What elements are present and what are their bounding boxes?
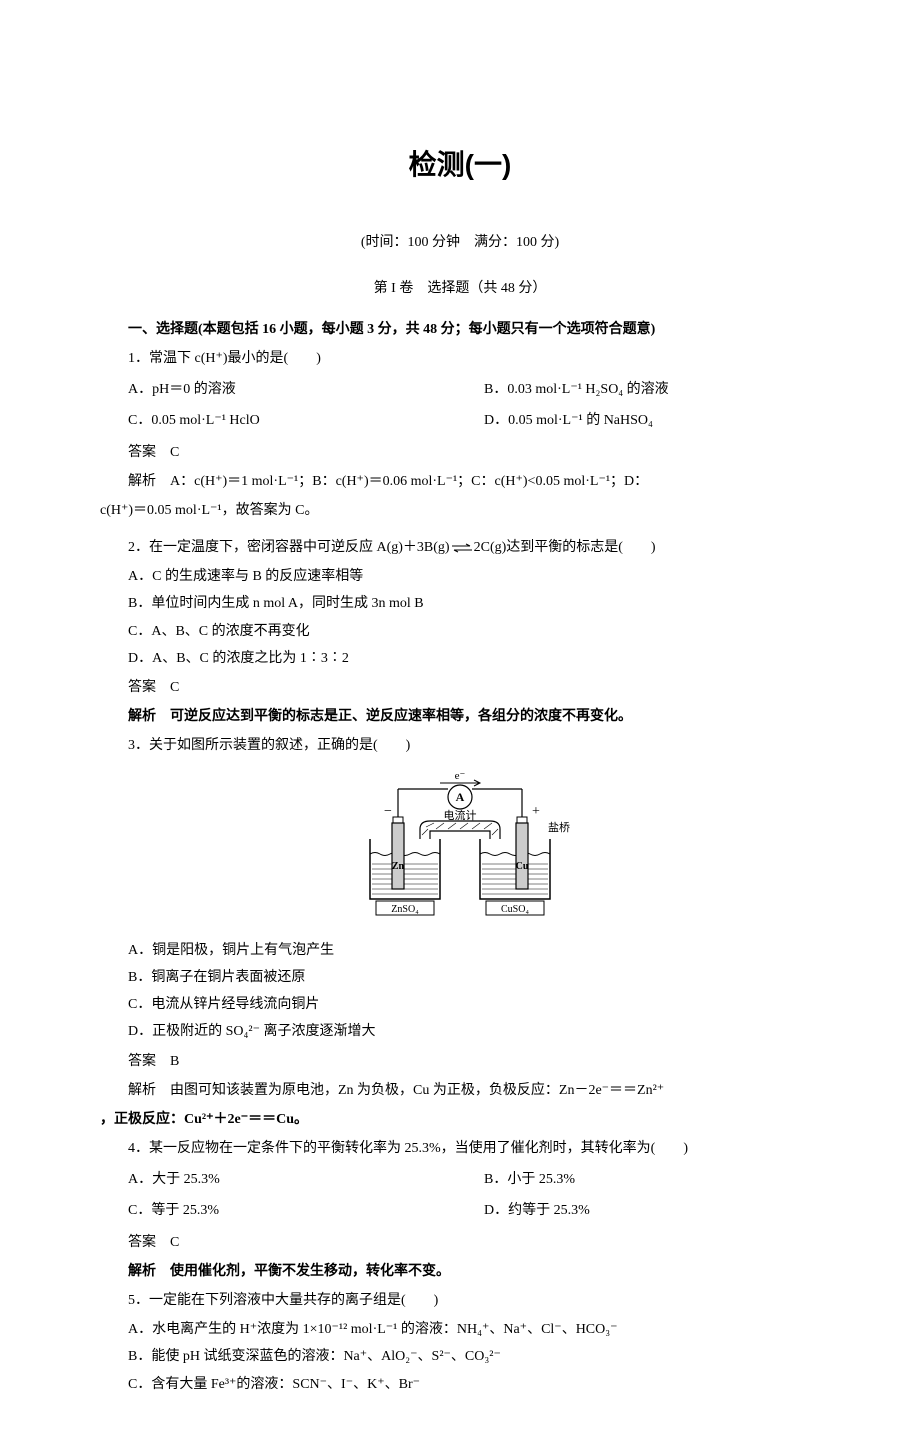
q2-stem-post: 2C(g)达到平衡的标志是( ) (474, 540, 656, 555)
q3-option-d: D．正极附近的 SO₄²⁻ 离子浓度逐渐增大 (100, 1019, 820, 1044)
q2-stem-pre: 2．在一定温度下，密闭容器中可逆反应 A(g)＋3B(g) (128, 540, 450, 555)
q3-diagram: e⁻ A 电流计 − + 盐桥 (100, 769, 820, 928)
cu-electrode-label: Cu (516, 861, 529, 872)
q4-option-b: B．小于 25.3% (484, 1167, 820, 1192)
q4-option-d: D．约等于 25.3% (484, 1198, 820, 1223)
q3-answer: 答案 B (100, 1049, 820, 1074)
electron-label: e⁻ (455, 770, 466, 782)
q3-analysis-label: 解析 (128, 1083, 170, 1098)
q2-option-c: C．A、B、C 的浓度不再变化 (100, 619, 820, 644)
q3-analysis-cont: ，正极反应：Cu²⁺＋2e⁻＝＝Cu。 (100, 1107, 820, 1132)
section1-header: 一、选择题(本题包括 16 小题，每小题 3 分，共 48 分；每小题只有一个选… (100, 317, 820, 342)
q1-option-c: C．0.05 mol·L⁻¹ HclO (128, 408, 464, 433)
equilibrium-arrow-icon (450, 543, 474, 553)
q1-option-b: B．0.03 mol·L⁻¹ H₂SO₄ 的溶液 (484, 377, 820, 402)
q1-analysis-line1: 解析 A：c(H⁺)＝1 mol·L⁻¹；B：c(H⁺)＝0.06 mol·L⁻… (100, 469, 820, 494)
minus-sign: − (384, 804, 392, 819)
znso4-label: ZnSO₄ (391, 904, 419, 915)
q1-analysis-cont: c(H⁺)＝0.05 mol·L⁻¹，故答案为 C。 (100, 498, 820, 523)
q2-option-d: D．A、B、C 的浓度之比为 1∶3∶2 (100, 646, 820, 671)
q1-answer: 答案 C (100, 440, 820, 465)
q4-analysis: 解析 使用催化剂，平衡不发生移动，转化率不变。 (100, 1259, 820, 1284)
q1-analysis-body: A：c(H⁺)＝1 mol·L⁻¹；B：c(H⁺)＝0.06 mol·L⁻¹；C… (170, 474, 648, 489)
q3-stem: 3．关于如图所示装置的叙述，正确的是( ) (100, 733, 820, 758)
plus-sign: + (532, 804, 540, 819)
q3-analysis-body: 由图可知该装置为原电池，Zn 为负极，Cu 为正极，负极反应：Zn－2e⁻＝＝Z… (170, 1083, 664, 1098)
q1-option-a: A．pH＝0 的溶液 (128, 377, 464, 402)
page-title: 检测(一) (100, 140, 820, 190)
q2-option-b: B．单位时间内生成 n mol A，同时生成 3n mol B (100, 591, 820, 616)
q3-option-c: C．电流从锌片经导线流向铜片 (100, 992, 820, 1017)
zn-electrode-label: Zn (392, 861, 405, 872)
ammeter-label: 电流计 (444, 808, 477, 822)
q1-stem: 1．常温下 c(H⁺)最小的是( ) (100, 346, 820, 371)
q3-option-b: B．铜离子在铜片表面被还原 (100, 965, 820, 990)
volume-header: 第 I 卷 选择题（共 48 分） (100, 276, 820, 301)
q4-answer: 答案 C (100, 1230, 820, 1255)
q3-analysis-line1: 解析 由图可知该装置为原电池，Zn 为负极，Cu 为正极，负极反应：Zn－2e⁻… (100, 1078, 820, 1103)
q5-option-c: C．含有大量 Fe³⁺的溶液：SCN⁻、I⁻、K⁺、Br⁻ (100, 1372, 820, 1397)
cuso4-label: CuSO₄ (501, 904, 529, 915)
q4-stem: 4．某一反应物在一定条件下的平衡转化率为 25.3%，当使用了催化剂时，其转化率… (100, 1136, 820, 1161)
q4-option-a: A．大于 25.3% (128, 1167, 464, 1192)
q5-stem: 5．一定能在下列溶液中大量共存的离子组是( ) (100, 1288, 820, 1313)
q2-stem: 2．在一定温度下，密闭容器中可逆反应 A(g)＋3B(g) 2C(g)达到平衡的标… (100, 535, 820, 560)
q2-analysis: 解析 可逆反应达到平衡的标志是正、逆反应速率相等，各组分的浓度不再变化。 (100, 704, 820, 729)
q1-analysis-label: 解析 (128, 474, 170, 489)
q5-option-b: B．能使 pH 试纸变深蓝色的溶液：Na⁺、AlO₂⁻、S²⁻、CO₃²⁻ (100, 1344, 820, 1369)
ammeter-letter: A (456, 790, 465, 804)
q5-option-a: A．水电离产生的 H⁺浓度为 1×10⁻¹² mol·L⁻¹ 的溶液：NH₄⁺、… (100, 1317, 820, 1342)
q3-analysis-cont-text: ，正极反应：Cu²⁺＋2e⁻＝＝Cu。 (100, 1112, 308, 1127)
q3-option-a: A．铜是阳极，铜片上有气泡产生 (100, 938, 820, 963)
salt-bridge-label: 盐桥 (548, 821, 570, 834)
q4-option-c: C．等于 25.3% (128, 1198, 464, 1223)
q1-option-d: D．0.05 mol·L⁻¹ 的 NaHSO₄ (484, 408, 820, 433)
q2-answer: 答案 C (100, 675, 820, 700)
timing-info: (时间：100 分钟 满分：100 分) (100, 230, 820, 255)
q2-option-a: A．C 的生成速率与 B 的反应速率相等 (100, 564, 820, 589)
